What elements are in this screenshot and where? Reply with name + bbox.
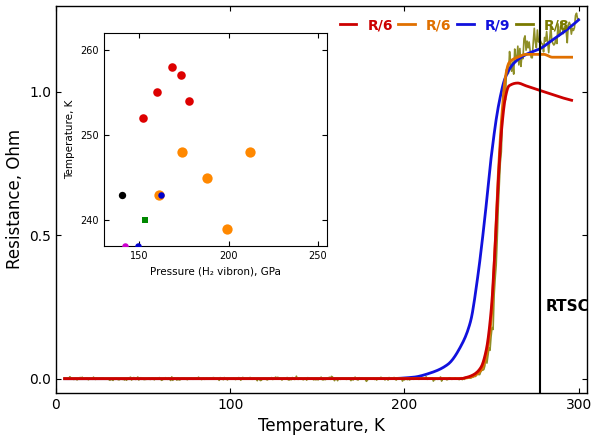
X-axis label: Temperature, K: Temperature, K [258,418,385,435]
Y-axis label: Resistance, Ohm: Resistance, Ohm [5,129,23,269]
Legend: R/6, R/6, R/9, R/8: R/6, R/6, R/9, R/8 [334,12,575,37]
Text: RTSC: RTSC [545,299,589,314]
